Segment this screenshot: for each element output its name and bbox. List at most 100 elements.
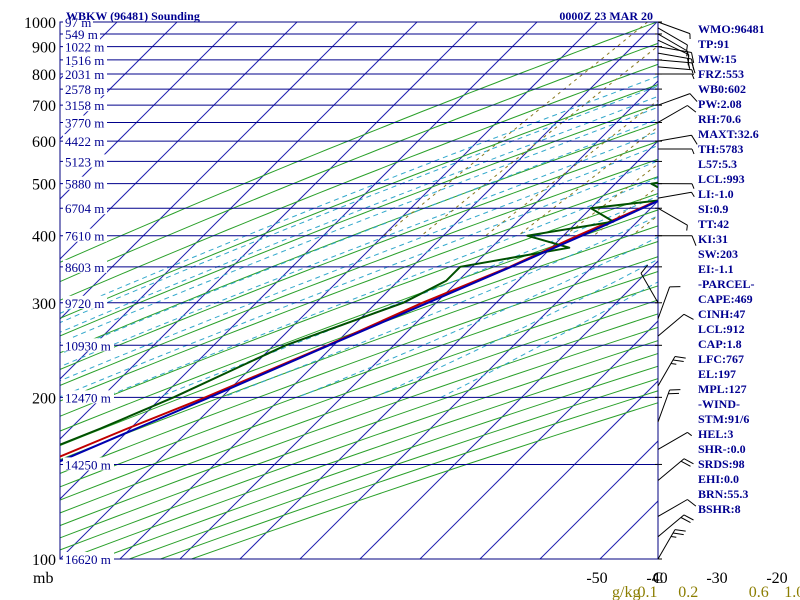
sounding-index: BSHR:8 <box>698 502 741 516</box>
height-label: 6704 m <box>65 201 104 216</box>
dry-adiabat-line <box>98 365 658 559</box>
pressure-tick-label: 900 <box>32 40 56 57</box>
height-label: 2031 m <box>65 67 104 82</box>
height-label: 549 m <box>65 27 98 42</box>
isotherm-line <box>179 80 658 559</box>
mixing-ratio-label: 0.2 <box>678 584 698 600</box>
height-label-background <box>63 67 107 80</box>
sounding-index: WMO:96481 <box>698 22 765 36</box>
pressure-unit-label: mb <box>33 570 53 587</box>
wind-barb <box>657 148 695 155</box>
sounding-index: EHI:0.0 <box>698 472 740 486</box>
sounding-profile-line <box>60 199 658 458</box>
sounding-index: WB0:602 <box>698 82 746 96</box>
chart-title: WBKW (96481) Sounding <box>66 9 200 23</box>
mixing-ratio-label: 0.1 <box>638 584 658 600</box>
height-label: 5123 m <box>65 154 104 169</box>
isotherm-line <box>60 22 358 320</box>
dry-adiabat-line <box>60 176 658 402</box>
wind-barb <box>657 134 698 145</box>
height-label: 4422 m <box>65 134 104 149</box>
sounding-index: SRDS:98 <box>698 457 745 471</box>
sounding-index: TT:42 <box>698 217 730 231</box>
wind-barb <box>657 73 695 80</box>
wind-barb <box>640 264 659 304</box>
height-label-background <box>63 176 107 190</box>
pressure-tick-label: 100 <box>32 552 56 569</box>
sounding-index: LFC:767 <box>698 352 744 366</box>
wind-barb <box>657 191 695 199</box>
sounding-index: BRN:55.3 <box>698 487 749 501</box>
temperature-tick-label: -20 <box>766 570 787 587</box>
sounding-index: EL:197 <box>698 367 737 381</box>
isotherm-line <box>119 22 658 559</box>
mixing-ratio-line <box>420 45 658 237</box>
isotherm-line <box>539 440 658 559</box>
pressure-tick-label: 800 <box>32 67 56 84</box>
wind-barb <box>657 389 681 423</box>
plot-frame <box>59 21 659 560</box>
dry-adiabat-line <box>60 103 658 337</box>
isotherm-line <box>479 380 658 559</box>
isotherm-line <box>60 22 298 260</box>
height-label: 97 m <box>65 15 91 30</box>
moist-adiabat-line <box>60 145 658 382</box>
height-label-background <box>63 259 107 273</box>
wind-barb <box>657 27 688 51</box>
dry-adiabat-line <box>60 193 658 417</box>
sounding-index: HEL:3 <box>698 427 734 441</box>
pressure-tick-label: 500 <box>32 177 56 194</box>
dry-adiabat-line <box>60 313 658 527</box>
pressure-tick-label: 1000 <box>24 15 56 32</box>
height-label-background <box>63 98 107 112</box>
sounding-index: L57:5.3 <box>698 157 737 171</box>
isotherm-line <box>299 200 658 559</box>
wind-barb <box>657 313 694 337</box>
wind-barb <box>657 183 695 189</box>
sounding-index: MAXT:32.6 <box>698 127 759 141</box>
wind-barb <box>657 458 694 481</box>
wind-barb <box>657 21 691 40</box>
height-label: 3770 m <box>65 116 104 131</box>
height-label-background <box>63 552 114 565</box>
sounding-index: -PARCEL- <box>698 277 755 291</box>
sounding-index: RH:70.6 <box>698 112 741 126</box>
height-label: 9720 m <box>65 296 104 311</box>
wind-barb <box>657 59 696 74</box>
wind-barb <box>657 514 694 538</box>
wind-barb <box>657 105 697 123</box>
isotherm-line <box>60 22 418 380</box>
sounding-index: LI:-1.0 <box>698 187 734 201</box>
dry-adiabat-line <box>60 84 658 319</box>
sounding-index: LCL:912 <box>698 322 745 336</box>
temperature-unit-label: C <box>653 570 664 587</box>
mixing-ratio-line <box>383 22 648 237</box>
height-label-background <box>63 295 107 309</box>
chart-time: 0000Z 23 MAR 20 <box>559 9 653 23</box>
height-label-background <box>63 457 114 471</box>
height-label-background <box>63 15 93 28</box>
height-label-background <box>63 201 107 215</box>
sounding-index: MW:15 <box>698 52 737 66</box>
height-label-background <box>63 134 107 148</box>
height-label: 12470 m <box>65 390 111 405</box>
profiles <box>60 181 658 463</box>
sounding-index: TH:5783 <box>698 142 744 156</box>
height-label: 10930 m <box>65 338 111 353</box>
sounding-index: CAP:1.8 <box>698 337 742 351</box>
height-label: 14250 m <box>65 457 111 472</box>
temperature-tick-label: -40 <box>646 570 667 587</box>
dry-adiabat-line <box>60 63 658 301</box>
height-label-background <box>63 338 114 352</box>
dry-adiabat-line <box>60 42 658 283</box>
height-label-background <box>63 39 107 53</box>
wind-barb <box>657 46 695 64</box>
isotherm-line <box>60 22 478 440</box>
height-label-background <box>63 52 107 66</box>
background-lines <box>60 22 658 559</box>
isotherm-line <box>359 260 658 559</box>
temperature-tick-label: -30 <box>706 570 727 587</box>
dry-adiabat-line <box>60 270 658 488</box>
mixing-ratio-unit-label: g/kg <box>612 584 640 600</box>
